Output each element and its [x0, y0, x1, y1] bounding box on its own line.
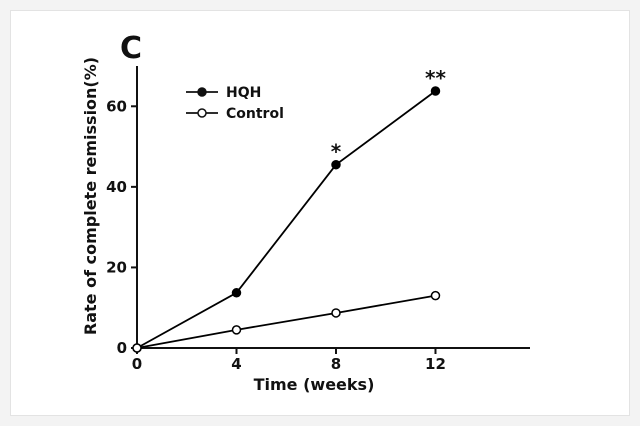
- series-line-hqh: [136, 90, 437, 349]
- y-tick-label: 40: [106, 178, 127, 196]
- x-tick-label: 8: [331, 355, 341, 373]
- legend-marker-hqh: [197, 87, 207, 97]
- legend: HQH Control: [186, 85, 284, 122]
- y-tick-label: 20: [106, 258, 127, 276]
- data-point-control: [132, 343, 142, 353]
- x-tick-label: 4: [231, 355, 241, 373]
- legend-label-hqh: HQH: [226, 85, 261, 101]
- significance-marker: *: [331, 140, 342, 164]
- data-point-hqh: [231, 288, 242, 298]
- annotation-layer: ***: [331, 66, 447, 164]
- x-tick-label: 12: [425, 355, 446, 373]
- legend-marker-control: [197, 108, 207, 118]
- y-tick-label: 60: [106, 97, 127, 115]
- data-point-control: [331, 308, 341, 318]
- x-tick-label: 0: [132, 355, 142, 373]
- y-tick-group: 0 20 40 60: [106, 97, 137, 357]
- legend-item-control: Control: [186, 106, 284, 122]
- y-axis-label: Rate of complete remission(%): [81, 57, 100, 335]
- series-layer: [132, 86, 441, 353]
- x-axis-label: Time (weeks): [254, 375, 375, 394]
- data-point-control: [231, 325, 242, 335]
- y-tick-label: 0: [117, 339, 127, 357]
- legend-label-control: Control: [226, 106, 284, 122]
- data-point-hqh: [331, 159, 341, 170]
- panel-label: C: [120, 31, 142, 66]
- data-point-hqh: [430, 86, 441, 96]
- series-line-control: [136, 294, 436, 349]
- x-tick-group: 0 4 8 12: [132, 348, 446, 373]
- significance-marker: **: [425, 66, 446, 90]
- data-point-control: [430, 290, 441, 301]
- legend-item-hqh: HQH: [186, 85, 261, 101]
